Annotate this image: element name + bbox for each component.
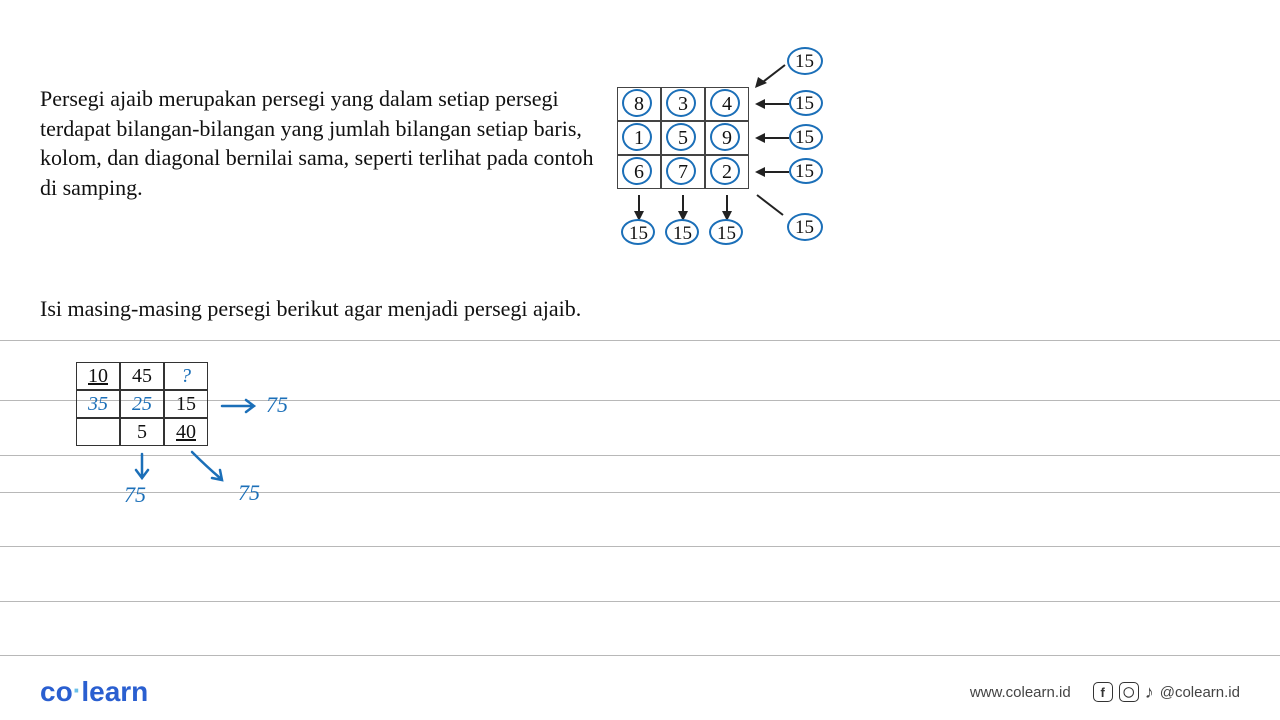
hand-arrow-diag-icon bbox=[188, 448, 232, 488]
annotation-circle bbox=[787, 47, 823, 75]
annotation-circle bbox=[666, 89, 696, 117]
intro-paragraph: Persegi ajaib merupakan persegi yang dal… bbox=[40, 84, 600, 203]
instagram-icon: ◯ bbox=[1119, 682, 1139, 702]
footer: co·learn www.colearn.id f ◯ ♪ @colearn.i… bbox=[0, 664, 1280, 720]
left-arrow-icon bbox=[755, 96, 791, 112]
annotation-circle bbox=[621, 219, 655, 245]
ms2-cell: 5 bbox=[120, 418, 164, 446]
diag-arrow-icon bbox=[751, 61, 791, 91]
hand-arrow-right-icon bbox=[218, 396, 262, 416]
ms2-cell: 10 bbox=[76, 362, 120, 390]
annotation-circle bbox=[789, 158, 823, 184]
hand-col-sum: 75 bbox=[124, 482, 146, 508]
instruction-text: Isi masing-masing persegi berikut agar m… bbox=[40, 296, 581, 322]
tiktok-icon: ♪ bbox=[1145, 682, 1154, 703]
footer-url: www.colearn.id bbox=[970, 684, 1071, 701]
annotation-circle bbox=[709, 219, 743, 245]
footer-right: www.colearn.id f ◯ ♪ @colearn.id bbox=[970, 682, 1240, 703]
logo-dot: · bbox=[73, 675, 82, 705]
annotation-circle bbox=[789, 124, 823, 150]
hand-row-sum: 75 bbox=[266, 392, 288, 418]
annotation-circle bbox=[666, 123, 696, 151]
annotation-circle bbox=[665, 219, 699, 245]
ms2-cell: 35 bbox=[76, 390, 120, 418]
annotation-circle bbox=[622, 157, 652, 185]
annotation-circle bbox=[787, 213, 823, 241]
hand-arrow-down-icon bbox=[132, 450, 152, 484]
ms2-cell: 45 bbox=[120, 362, 164, 390]
diag-arrow-icon bbox=[751, 191, 791, 221]
left-arrow-icon bbox=[755, 164, 791, 180]
hand-diag-sum: 75 bbox=[238, 480, 260, 506]
logo-co: co bbox=[40, 676, 73, 707]
social-icons: f ◯ ♪ @colearn.id bbox=[1093, 682, 1240, 703]
annotation-circle bbox=[710, 123, 740, 151]
left-arrow-icon bbox=[755, 130, 791, 146]
ms2-cell bbox=[76, 418, 120, 446]
footer-handle: @colearn.id bbox=[1160, 684, 1240, 701]
annotation-circle bbox=[710, 89, 740, 117]
annotation-circle bbox=[789, 90, 823, 116]
annotation-circle bbox=[666, 157, 696, 185]
logo-learn: learn bbox=[81, 676, 148, 707]
annotation-circle bbox=[622, 89, 652, 117]
ms2-cell: ? bbox=[164, 362, 208, 390]
facebook-icon: f bbox=[1093, 682, 1113, 702]
ms2-cell: 15 bbox=[164, 390, 208, 418]
annotation-circle bbox=[622, 123, 652, 151]
ms2-cell: 25 bbox=[120, 390, 164, 418]
colearn-logo: co·learn bbox=[40, 676, 148, 708]
ms2-cell: 40 bbox=[164, 418, 208, 446]
annotation-circle bbox=[710, 157, 740, 185]
